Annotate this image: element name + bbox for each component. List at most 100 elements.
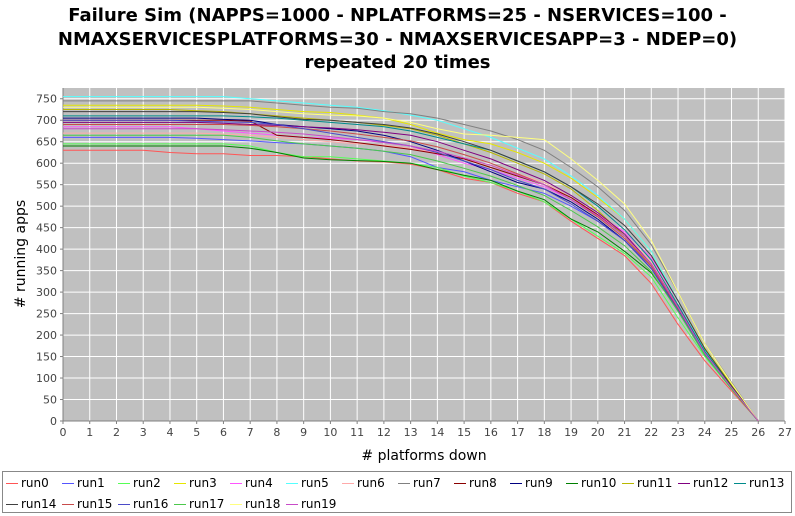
y-tick-label: 200 [36,329,57,342]
legend-swatch [342,483,354,484]
y-tick-label: 500 [36,200,57,213]
legend-swatch [118,504,130,505]
y-tick-label: 0 [50,415,57,428]
legend-label: run10 [581,476,617,490]
series-line-run10 [63,145,759,422]
x-tick-label: 22 [644,426,658,439]
legend-label: run16 [133,497,169,511]
legend-item-run18: run18 [230,495,280,513]
series-group [63,96,759,422]
y-tick-label: 400 [36,243,57,256]
series-line-run11 [63,109,759,422]
series-line-run7 [63,100,759,422]
legend-item-run15: run15 [62,495,112,513]
legend-item-run10: run10 [566,474,616,492]
x-tick-label: 15 [457,426,471,439]
series-line-run14 [63,111,759,422]
legend-label: run18 [245,497,281,511]
chart-title-line-2: NMAXSERVICESPLATFORMS=30 - NMAXSERVICESA… [57,29,738,50]
x-tick-label: 24 [698,426,712,439]
chart-title-line-1: Failure Sim (NAPPS=1000 - NPLATFORMS=25 … [68,5,727,26]
legend-label: run5 [301,476,329,490]
legend-swatch [622,483,634,484]
series-line-run18 [63,106,759,422]
legend-label: run17 [189,497,225,511]
legend-swatch [566,483,578,484]
x-tick-label: 17 [511,426,525,439]
legend-label: run15 [77,497,113,511]
legend-item-run14: run14 [6,495,56,513]
legend-label: run1 [77,476,105,490]
y-tick-label: 50 [43,394,57,407]
y-tick-label: 300 [36,286,57,299]
legend-item-run2: run2 [118,474,161,492]
y-tick-label: 700 [36,114,57,127]
legend-swatch [230,504,242,505]
legend: run0 run1 run2 run3 run4 run5 run6 run7 run8 run9… [2,471,792,513]
x-tick-label: 10 [323,426,337,439]
x-tick-label: 3 [140,426,147,439]
legend-swatch [510,483,522,484]
x-tick-label: 4 [166,426,173,439]
legend-item-run0: run0 [6,474,49,492]
legend-item-run9: run9 [510,474,553,492]
legend-swatch [174,504,186,505]
x-tick-label: 8 [273,426,280,439]
series-line-run5 [63,96,759,422]
x-tick-label: 6 [220,426,227,439]
x-tick-label: 25 [725,426,739,439]
x-tick-label: 19 [564,426,578,439]
x-tick-label: 0 [60,426,67,439]
x-tick-label: 2 [113,426,120,439]
x-tick-label: 23 [671,426,685,439]
y-tick-label: 550 [36,179,57,192]
legend-label: run4 [245,476,273,490]
legend-swatch [286,483,298,484]
legend-label: run6 [357,476,385,490]
y-tick-label: 250 [36,308,57,321]
legend-swatch [398,483,410,484]
legend-item-run1: run1 [62,474,105,492]
x-tick-label: 16 [484,426,498,439]
legend-swatch [62,483,74,484]
x-tick-label: 7 [247,426,254,439]
legend-item-run6: run6 [342,474,385,492]
legend-item-run12: run12 [678,474,728,492]
y-tick-label: 450 [36,222,57,235]
x-tick-label: 5 [193,426,200,439]
legend-label: run2 [133,476,161,490]
legend-swatch [174,483,186,484]
legend-swatch [118,483,130,484]
x-tick-label: 1 [86,426,93,439]
legend-label: run11 [637,476,673,490]
legend-swatch [454,483,466,484]
y-tick-label: 100 [36,372,57,385]
y-tick-label: 350 [36,265,57,278]
axes: 0 1 2 3 4 5 6 7 8 9 10 11 12 13 14 15 16 17 18 19 20 21 22 23 24… [36,88,792,439]
legend-swatch [678,483,690,484]
legend-item-run16: run16 [118,495,168,513]
legend-label: run8 [469,476,497,490]
legend-item-run7: run7 [398,474,441,492]
legend-label: run7 [413,476,441,490]
legend-item-run19: run19 [286,495,336,513]
legend-item-run5: run5 [286,474,329,492]
legend-label: run9 [525,476,553,490]
x-tick-label: 18 [537,426,551,439]
legend-item-run13: run13 [734,474,784,492]
x-tick-label: 27 [778,426,792,439]
plot-area [63,88,785,421]
legend-label: run14 [21,497,57,511]
x-tick-label: 13 [404,426,418,439]
legend-swatch [6,504,18,505]
y-tick-label: 150 [36,351,57,364]
x-tick-label: 21 [618,426,632,439]
series-line-run13 [63,115,759,422]
legend-item-run17: run17 [174,495,224,513]
legend-swatch [286,504,298,505]
legend-label: run3 [189,476,217,490]
legend-item-run11: run11 [622,474,672,492]
legend-item-run8: run8 [454,474,497,492]
legend-swatch [62,504,74,505]
x-tick-label: 12 [377,426,391,439]
